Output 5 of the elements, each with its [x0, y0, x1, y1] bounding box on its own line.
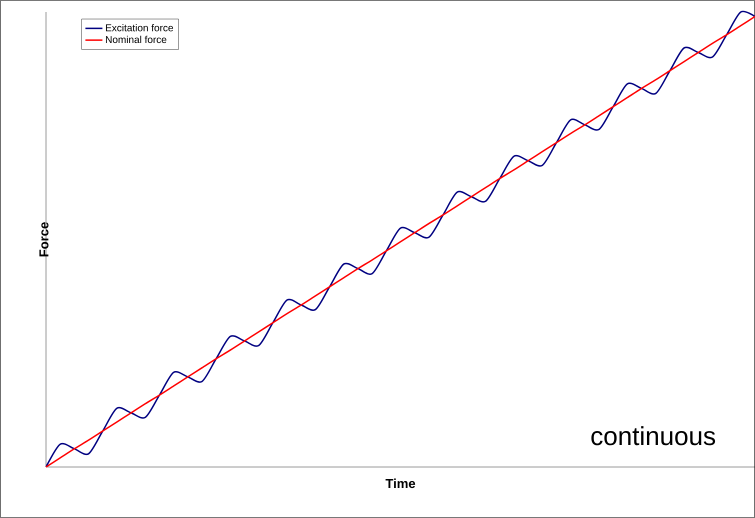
- x-axis-title: Time: [386, 478, 416, 488]
- legend-label: Excitation force: [106, 24, 174, 32]
- y-axis-title: Force: [39, 222, 48, 256]
- legend-label: Nominal force: [106, 36, 166, 44]
- annotation: continuous: [591, 426, 716, 446]
